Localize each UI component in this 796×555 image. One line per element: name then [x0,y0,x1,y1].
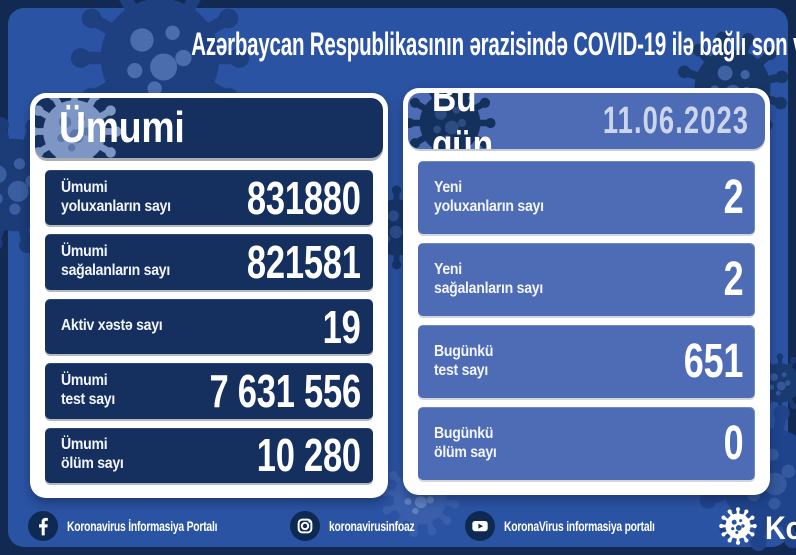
stat-row-total-recovered: Ümumi sağalanların sayı 821581 [45,234,373,290]
stat-row-new-infections: Yeni yoluxanların sayı 2 [418,161,755,234]
stat-value: 831880 [247,171,361,224]
stat-label: Yeni sağalanların sayı [434,260,544,297]
stat-value: 19 [323,300,361,353]
report-date: 11.06.2023 [602,99,749,142]
stat-label: Yeni yoluxanların sayı [434,178,544,215]
instagram-icon [290,511,321,541]
stat-row-active-cases: Aktiv xəstə sayı 19 [45,298,373,355]
footer: Koronavirus İnformasiya Portalı koronavi… [0,507,796,545]
page-title: Azərbaycan Respublikasının ərazisində CO… [191,26,796,62]
brand-virus-icon [719,507,757,545]
stat-row-total-infections: Ümumi yoluxanların sayı 831880 [45,170,373,226]
today-rows: Yeni yoluxanların sayı 2 Yeni sağalanlar… [418,161,755,480]
total-panel-title: Ümumi [59,103,185,152]
stat-label: Aktiv xəstə sayı [61,317,163,335]
stat-label: Ümumi yoluxanların sayı [61,178,171,215]
total-panel: Ümumi Ümumi yoluxanların sayı 831880 Ümu… [30,93,388,498]
total-rows: Ümumi yoluxanların sayı 831880 Ümumi sağ… [45,170,373,484]
facebook-link[interactable]: Koronavirus İnformasiya Portalı [28,511,270,541]
stat-value: 2 [723,252,743,306]
youtube-label: KoronaVirus informasiya portalı [503,518,655,534]
stat-value: 651 [683,334,744,388]
today-panel-title: Bu gün [432,93,493,149]
stat-value: 821581 [247,236,361,289]
stat-row-today-deaths: Bugünkü ölüm sayı 0 [418,407,755,480]
stat-value: 0 [723,416,743,470]
stat-value: 2 [723,170,743,224]
facebook-label: Koronavirus İnformasiya Portalı [67,518,218,534]
stat-row-today-tests: Bugünkü test sayı 651 [418,325,755,398]
stat-row-new-recovered: Yeni sağalanların sayı 2 [418,243,755,316]
stat-label: Bugünkü ölüm sayı [434,424,497,461]
stat-label: Ümumi sağalanların sayı [61,243,171,280]
instagram-label: koronavirusinfoaz [329,518,415,534]
stat-row-total-deaths: Ümumi ölüm sayı 10 280 [45,427,373,484]
youtube-link[interactable]: KoronaVirus informasiya portalı [464,511,708,541]
total-panel-header: Ümumi [35,98,383,158]
youtube-icon [464,511,495,541]
instagram-link[interactable]: koronavirusinfoaz [290,511,444,541]
stat-label: Bugünkü test sayı [434,342,494,379]
stat-row-total-tests: Ümumi test sayı 7 631 556 [45,363,373,419]
today-panel: Bu gün 11.06.2023 Yeni yoluxanların sayı… [403,88,770,495]
stat-label: Ümumi ölüm sayı [61,436,124,473]
stat-value: 10 280 [256,429,361,482]
today-panel-header: Bu gün 11.06.2023 [408,93,765,149]
facebook-icon [28,511,58,541]
stat-value: 7 631 556 [209,364,362,417]
stat-label: Ümumi test sayı [61,372,115,408]
